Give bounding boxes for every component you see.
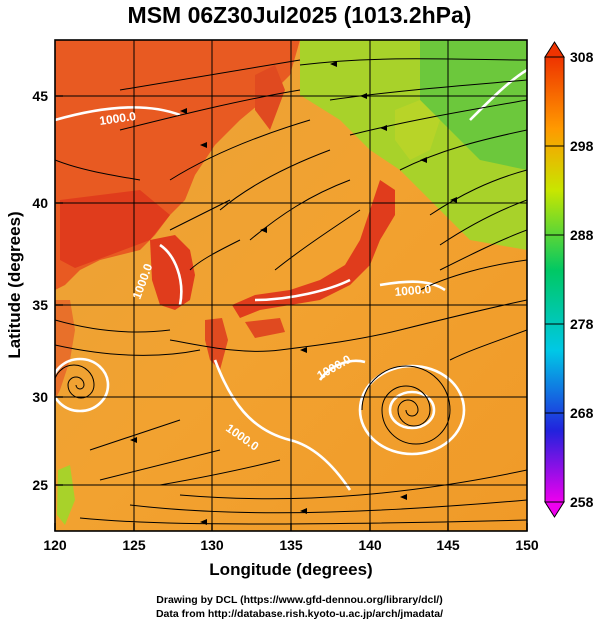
land-sakhalin [255, 65, 285, 130]
y-tick-label: 40 [32, 195, 48, 211]
colorbar-tick-label: 308 [570, 49, 594, 65]
colorbar: 308 298 288 278 268 258 [544, 41, 594, 518]
tick-marks [54, 95, 528, 531]
credit-data: Data from http://database.rish.kyoto-u.a… [155, 608, 444, 620]
land-korea [150, 235, 195, 310]
x-tick-label: 135 [279, 537, 303, 553]
colorbar-labels: 308 298 288 278 268 258 [570, 49, 594, 510]
x-tick-label: 125 [122, 537, 146, 553]
x-tick-label: 130 [200, 537, 224, 553]
y-tick-label: 30 [32, 389, 48, 405]
credit-drawing: Drawing by DCL (https://www.gfd-dennou.o… [156, 594, 443, 606]
land-honshu [232, 180, 395, 318]
streamlines [55, 58, 527, 525]
land-hokkaido [395, 100, 440, 160]
colorbar-tick-label: 258 [570, 494, 594, 510]
colorbar-tick-label: 278 [570, 316, 594, 332]
graticule [55, 40, 527, 531]
map-panel: 1000.0 1000.0 1000.0 1000.0 1000.0 [55, 40, 527, 531]
colorbar-scale [544, 56, 565, 503]
colorbar-max-triangle [544, 41, 565, 58]
y-axis-title: Latitude (degrees) [5, 211, 24, 358]
arrowheads [130, 61, 457, 525]
x-tick-label: 145 [436, 537, 460, 553]
isobar-label: 1000.0 [98, 109, 137, 128]
y-tick-label: 25 [32, 477, 48, 493]
colorbar-tick-label: 268 [570, 405, 594, 421]
x-axis-title: Longitude (degrees) [209, 560, 372, 579]
land-taiwan [57, 465, 75, 525]
colorbar-min-triangle [544, 501, 565, 518]
land-kyushu [205, 318, 228, 370]
y-tick-label: 35 [32, 297, 48, 313]
cool-region-core [420, 40, 527, 170]
y-tick-label: 45 [32, 88, 48, 104]
x-tick-label: 150 [515, 537, 539, 553]
land-shikoku [245, 318, 285, 338]
land-south-china [55, 300, 75, 400]
x-tick-label: 140 [358, 537, 382, 553]
land-mainland-hot [60, 190, 170, 268]
x-tick-label: 120 [43, 537, 67, 553]
y-tick-labels: 25 30 35 40 45 [32, 88, 48, 493]
isobar-label: 1000.0 [394, 282, 432, 299]
x-tick-labels: 120 125 130 135 140 145 150 [43, 537, 539, 553]
colorbar-tick-label: 298 [570, 138, 594, 154]
map-title: MSM 06Z30Jul2025 (1013.2hPa) [127, 2, 472, 28]
colorbar-tick-label: 288 [570, 227, 594, 243]
